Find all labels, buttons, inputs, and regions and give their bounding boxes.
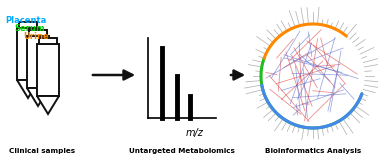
Bar bbox=[29, 30, 47, 36]
Text: Serum: Serum bbox=[14, 24, 45, 33]
Bar bbox=[39, 38, 57, 44]
Text: Untargeted Metabolomics: Untargeted Metabolomics bbox=[129, 148, 235, 154]
Polygon shape bbox=[17, 80, 39, 98]
Bar bbox=[37, 44, 59, 96]
Bar bbox=[17, 28, 39, 80]
Text: Bioinformatics Analysis: Bioinformatics Analysis bbox=[265, 148, 361, 154]
Polygon shape bbox=[27, 88, 49, 106]
Text: Placenta: Placenta bbox=[5, 16, 46, 25]
Bar bbox=[19, 22, 37, 28]
Bar bbox=[27, 36, 49, 88]
Text: Urine: Urine bbox=[23, 32, 49, 41]
Text: Clinical samples: Clinical samples bbox=[9, 148, 75, 154]
Text: m/z: m/z bbox=[185, 128, 203, 138]
Polygon shape bbox=[37, 96, 59, 114]
